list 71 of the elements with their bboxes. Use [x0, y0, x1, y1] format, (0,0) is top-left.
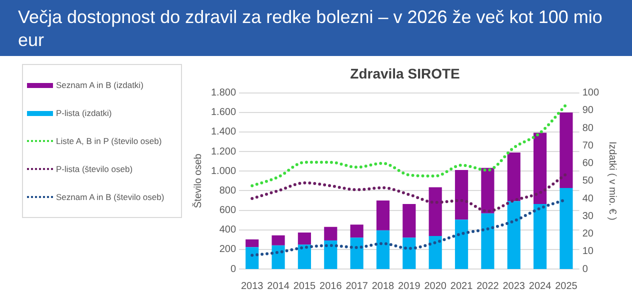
bar: [376, 200, 390, 230]
chart-subtitle: Zdravila SIROTE: [350, 65, 460, 82]
bar: [246, 239, 259, 248]
bar: [481, 168, 494, 214]
line-series: [250, 172, 568, 213]
y-tick-label: 1.000: [210, 166, 236, 177]
bar: [324, 240, 338, 269]
y2-tick-label: 0: [582, 264, 588, 275]
x-tick-label: 2015: [293, 280, 316, 292]
legend-label: P-lista (izdatki): [56, 108, 112, 118]
bar: [560, 188, 573, 269]
y2-tick-label: 20: [582, 228, 594, 240]
chart-title: Večja dostopnost do zdravil za redke bolezni – v 2026 že več kot 100 mio eur: [0, 0, 632, 56]
bar: [507, 152, 520, 202]
y2-tick-label: 60: [582, 158, 594, 170]
x-tick-label: 2025: [555, 280, 578, 292]
y2-tick-label: 10: [582, 246, 594, 258]
bar: [454, 220, 468, 269]
bar: [402, 204, 416, 238]
bar: [428, 187, 442, 236]
x-tick-label: 2018: [372, 280, 395, 292]
bar: [428, 236, 442, 269]
x-tick-label: 2019: [398, 280, 421, 292]
x-tick-label: 2017: [346, 280, 368, 292]
legend-label: P-lista (število oseb): [56, 164, 133, 174]
bar: [560, 112, 573, 188]
x-tick-label: 2020: [424, 280, 447, 292]
x-tick-label: 2023: [502, 280, 526, 292]
y2-tick-label: 40: [582, 193, 594, 204]
line-series: [250, 103, 568, 188]
y-tick-label: 800: [219, 185, 236, 196]
bar: [376, 230, 390, 269]
y2-tick-label: 70: [582, 140, 594, 152]
y-tick-label: 200: [219, 244, 236, 256]
y-axis-title: Število oseb: [192, 153, 204, 208]
bar: [534, 132, 547, 204]
y2-tick-label: 30: [582, 210, 594, 222]
y-tick-label: 1.600: [210, 107, 236, 118]
legend-label: Seznam A in B (izdatki): [56, 80, 144, 90]
bar: [454, 170, 468, 220]
y-tick-label: 1.400: [210, 126, 236, 138]
y-tick-label: 400: [219, 224, 236, 236]
bar: [507, 201, 520, 269]
x-tick-label: 2024: [528, 280, 552, 292]
x-tick-label: 2022: [476, 280, 500, 292]
bar: [324, 226, 338, 240]
bar: [402, 238, 416, 269]
y-tick-label: 0: [230, 264, 236, 275]
bar: [246, 247, 259, 269]
x-tick-label: 2016: [320, 280, 342, 292]
bar: [481, 213, 494, 269]
y-tick-label: 600: [219, 205, 236, 216]
bar: [534, 204, 547, 269]
y2-tick-label: 50: [582, 176, 594, 187]
y2-tick-label: 80: [582, 122, 594, 134]
bar: [350, 238, 364, 269]
bar: [272, 235, 285, 246]
y-tick-label: 1.200: [210, 146, 236, 158]
bar: [298, 244, 312, 269]
bar: [272, 245, 285, 269]
y2-tick-label: 100: [582, 88, 600, 99]
legend-label: Seznam A in B (število oseb): [56, 192, 164, 202]
y-tick-label: 1.800: [210, 88, 236, 99]
bar: [350, 224, 364, 238]
bar: [298, 232, 312, 245]
y2-tick-label: 90: [582, 105, 594, 116]
legend-label: Liste A, B in P (število oseb): [56, 136, 162, 146]
x-tick-label: 2014: [267, 280, 290, 292]
x-tick-label: 2021: [450, 280, 474, 292]
x-tick-label: 2013: [240, 280, 264, 292]
y2-axis-title: Izdatki ( v mio. € ): [606, 141, 618, 220]
